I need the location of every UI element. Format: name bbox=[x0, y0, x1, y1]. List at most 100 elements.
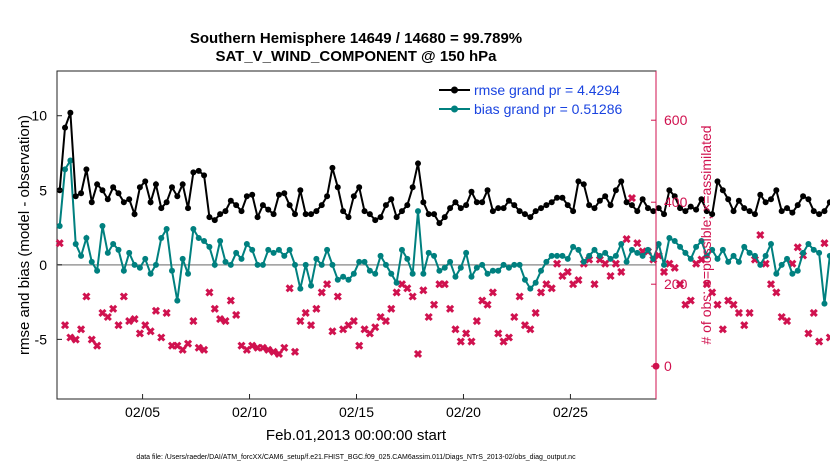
count-point bbox=[408, 292, 417, 301]
bias-point bbox=[158, 234, 165, 241]
count-point bbox=[462, 329, 471, 338]
count-point-stroke bbox=[462, 329, 471, 338]
rmse-point bbox=[655, 205, 662, 212]
count-point-stroke bbox=[424, 312, 433, 322]
rmse-point bbox=[185, 205, 192, 212]
rmse-point bbox=[334, 184, 341, 191]
rmse-point bbox=[463, 202, 470, 209]
count-point-stroke bbox=[451, 325, 460, 334]
rmse-point bbox=[575, 178, 582, 185]
count-point-stroke bbox=[601, 259, 610, 268]
rmse-point bbox=[618, 178, 625, 185]
bias-point bbox=[800, 249, 807, 256]
bias-point bbox=[382, 261, 389, 268]
rmse-point bbox=[217, 211, 224, 218]
rmse-point bbox=[265, 206, 272, 213]
rmse-point bbox=[693, 206, 700, 213]
count-point-stroke bbox=[504, 333, 513, 342]
rmse-point bbox=[158, 205, 165, 212]
y-axis-right: 0 200 400 600 bbox=[651, 112, 688, 374]
bias-point bbox=[99, 223, 106, 230]
rmse-point bbox=[179, 181, 186, 188]
count-point-stroke bbox=[793, 243, 802, 252]
count-point-stroke bbox=[419, 286, 428, 295]
rmse-point bbox=[297, 187, 304, 194]
rmse-line bbox=[58, 112, 830, 225]
count-point-stroke bbox=[216, 314, 225, 324]
count-point-stroke bbox=[285, 284, 294, 293]
rmse-point bbox=[318, 202, 325, 209]
count-point-stroke bbox=[274, 349, 284, 358]
rmse-point bbox=[377, 214, 384, 221]
rmse-point bbox=[195, 167, 202, 174]
rmse-point bbox=[596, 197, 603, 204]
rmse-point bbox=[233, 202, 240, 209]
chart-subtitle: SAT_V_WIND_COMPONENT @ 150 hPa bbox=[215, 48, 497, 65]
rmse-point bbox=[313, 208, 320, 215]
rmse-point bbox=[644, 205, 651, 212]
count-point bbox=[531, 308, 540, 317]
bias-point bbox=[794, 267, 801, 274]
bias-point bbox=[238, 255, 245, 262]
rmse-point bbox=[580, 181, 587, 188]
rmse-point bbox=[436, 220, 443, 227]
bias-point bbox=[110, 240, 117, 247]
count-point-stroke bbox=[734, 308, 743, 317]
count-point bbox=[793, 243, 802, 252]
rmse-point bbox=[623, 199, 630, 206]
rmse-point bbox=[762, 199, 769, 206]
count-point bbox=[323, 280, 332, 289]
count-point bbox=[55, 239, 64, 248]
count-point-stroke bbox=[355, 341, 364, 350]
count-point bbox=[232, 310, 241, 320]
count-point-stroke bbox=[429, 300, 439, 309]
count-point-stroke bbox=[456, 337, 465, 346]
bias-point bbox=[270, 249, 277, 256]
rmse-point bbox=[703, 208, 710, 215]
x-tick-label: 02/10 bbox=[232, 404, 267, 420]
bias-point bbox=[340, 273, 347, 280]
bias-point bbox=[784, 255, 791, 262]
count-point bbox=[424, 312, 433, 322]
x-axis: 02/05 02/10 02/15 02/20 02/25 bbox=[125, 394, 588, 420]
bias-point bbox=[596, 252, 603, 259]
rmse-point bbox=[548, 199, 555, 206]
bias-point bbox=[751, 252, 758, 259]
bias-point bbox=[548, 252, 555, 259]
bias-point bbox=[554, 252, 561, 259]
count-point bbox=[306, 321, 316, 330]
rmse-point bbox=[682, 208, 689, 215]
rmse-point bbox=[201, 172, 208, 179]
bias-point bbox=[227, 261, 234, 268]
rmse-point bbox=[570, 208, 577, 215]
count-point-stroke bbox=[472, 317, 481, 326]
count-point-stroke bbox=[103, 312, 112, 322]
count-point bbox=[740, 321, 749, 330]
count-point bbox=[488, 288, 497, 297]
count-point bbox=[676, 280, 685, 289]
count-point bbox=[151, 306, 161, 315]
count-point bbox=[729, 300, 738, 309]
plot-area bbox=[55, 70, 830, 400]
count-point-stroke bbox=[633, 239, 642, 248]
count-point bbox=[82, 292, 91, 301]
count-point-stroke bbox=[221, 317, 230, 326]
count-point bbox=[756, 230, 765, 240]
rmse-point bbox=[382, 202, 389, 209]
y2-tick-label: 200 bbox=[664, 276, 688, 292]
bias-point bbox=[607, 255, 614, 262]
rmse-point bbox=[190, 169, 197, 176]
rmse-point bbox=[794, 202, 801, 209]
rmse-point bbox=[147, 199, 154, 206]
rmse-point bbox=[168, 184, 175, 191]
count-point-stroke bbox=[194, 343, 203, 352]
bias-point bbox=[409, 270, 416, 277]
bias-point bbox=[516, 261, 523, 268]
bias-point bbox=[623, 258, 630, 265]
count-point bbox=[563, 267, 572, 276]
count-point-stroke bbox=[627, 194, 636, 203]
count-point bbox=[766, 280, 776, 289]
count-point-stroke bbox=[686, 296, 695, 305]
rmse-point bbox=[816, 211, 823, 218]
bias-point bbox=[628, 246, 635, 253]
